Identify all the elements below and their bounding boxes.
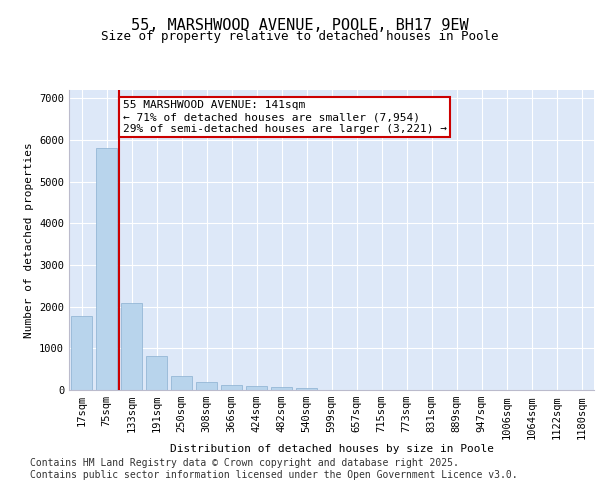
Bar: [121, 304, 142, 390]
Bar: [146, 356, 167, 390]
Bar: [71, 316, 92, 390]
Y-axis label: Number of detached properties: Number of detached properties: [23, 142, 34, 338]
Text: Contains public sector information licensed under the Open Government Licence v3: Contains public sector information licen…: [30, 470, 518, 480]
Bar: [196, 382, 217, 390]
Text: 55, MARSHWOOD AVENUE, POOLE, BH17 9EW: 55, MARSHWOOD AVENUE, POOLE, BH17 9EW: [131, 18, 469, 32]
Bar: [271, 387, 292, 390]
Bar: [96, 148, 117, 390]
Bar: [171, 376, 192, 390]
X-axis label: Distribution of detached houses by size in Poole: Distribution of detached houses by size …: [170, 444, 493, 454]
Text: Size of property relative to detached houses in Poole: Size of property relative to detached ho…: [101, 30, 499, 43]
Text: 55 MARSHWOOD AVENUE: 141sqm
← 71% of detached houses are smaller (7,954)
29% of : 55 MARSHWOOD AVENUE: 141sqm ← 71% of det…: [123, 100, 447, 134]
Bar: [246, 386, 267, 390]
Bar: [221, 385, 242, 390]
Bar: [296, 388, 317, 390]
Text: Contains HM Land Registry data © Crown copyright and database right 2025.: Contains HM Land Registry data © Crown c…: [30, 458, 459, 468]
